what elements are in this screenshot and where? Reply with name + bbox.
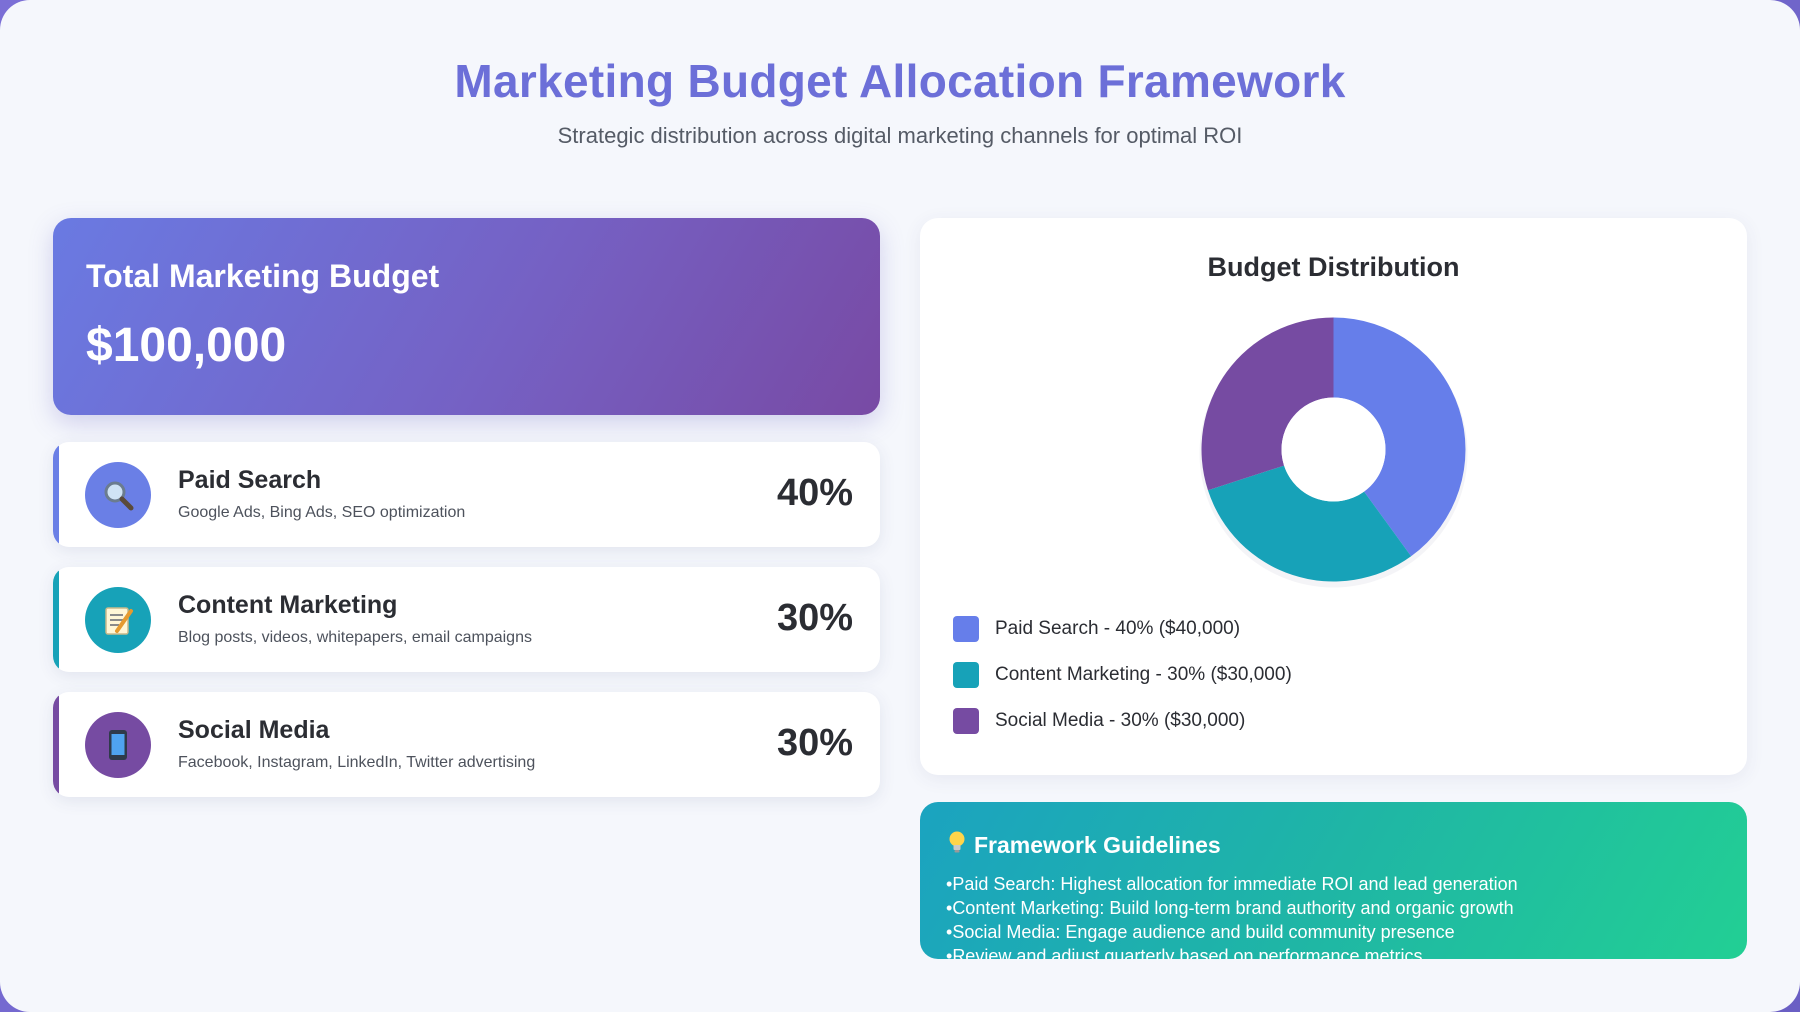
channel-accent-bar: [53, 692, 59, 797]
guidelines-heading: Framework Guidelines: [948, 830, 1221, 860]
magnifier-icon: [85, 462, 151, 528]
legend-swatch: [953, 662, 979, 688]
channel-description: Google Ads, Bing Ads, SEO optimization: [178, 504, 466, 521]
guideline-item: Social Media: Engage audience and build …: [946, 920, 1518, 944]
channel-percent: 30%: [776, 722, 853, 764]
mobile-phone-icon: [85, 712, 151, 778]
donut-slice-social-media: [1201, 317, 1334, 491]
lightbulb-icon: [948, 830, 966, 860]
guideline-item: Content Marketing: Build long-term brand…: [946, 896, 1518, 920]
framework-guidelines-card: Framework Guidelines Paid Search: Highes…: [920, 802, 1747, 959]
channel-name: Paid Search: [178, 466, 322, 494]
donut-slice-content-marketing: [1207, 465, 1412, 582]
total-budget-card: Total Marketing Budget $100,000: [53, 218, 880, 415]
chart-title: Budget Distribution: [1207, 252, 1460, 282]
legend-label: Social Media - 30% ($30,000): [995, 710, 1246, 731]
channel-card-paid-search[interactable]: Paid Search Google Ads, Bing Ads, SEO op…: [53, 442, 880, 547]
page-title: Marketing Budget Allocation Framework: [454, 55, 1346, 107]
guidelines-list: Paid Search: Highest allocation for imme…: [946, 872, 1518, 959]
channel-accent-bar: [53, 442, 59, 547]
legend-label: Paid Search - 40% ($40,000): [995, 618, 1241, 639]
legend-label: Content Marketing - 30% ($30,000): [995, 664, 1292, 685]
memo-icon: [85, 587, 151, 653]
legend-item-social-media: Social Media - 30% ($30,000): [953, 707, 1245, 735]
channel-percent: 40%: [776, 472, 853, 514]
channel-description: Facebook, Instagram, LinkedIn, Twitter a…: [178, 754, 536, 771]
donut-slice-paid-search: [1333, 317, 1466, 557]
page-subtitle: Strategic distribution across digital ma…: [557, 123, 1243, 148]
channel-percent: 30%: [776, 597, 853, 639]
guideline-item: Review and adjust quarterly based on per…: [946, 944, 1518, 959]
channel-name: Social Media: [178, 716, 330, 744]
donut-hole: [1281, 397, 1386, 502]
legend-item-content-marketing: Content Marketing - 30% ($30,000): [953, 661, 1292, 689]
channel-accent-bar: [53, 567, 59, 672]
channel-card-social-media[interactable]: Social Media Facebook, Instagram, Linked…: [53, 692, 880, 797]
budget-distribution-card: Budget Distribution Paid Search - 40% ($…: [920, 218, 1747, 775]
legend-item-paid-search: Paid Search - 40% ($40,000): [953, 615, 1240, 643]
channel-card-content-marketing[interactable]: Content Marketing Blog posts, videos, wh…: [53, 567, 880, 672]
total-budget-value: $100,000: [86, 319, 287, 372]
channel-name: Content Marketing: [178, 591, 398, 619]
guidelines-title: Framework Guidelines: [974, 831, 1221, 858]
legend-swatch: [953, 708, 979, 734]
donut-chart: [1199, 317, 1468, 588]
legend-swatch: [953, 616, 979, 642]
total-budget-label: Total Marketing Budget: [86, 258, 440, 294]
channel-description: Blog posts, videos, whitepapers, email c…: [178, 629, 532, 646]
guideline-item: Paid Search: Highest allocation for imme…: [946, 872, 1517, 896]
